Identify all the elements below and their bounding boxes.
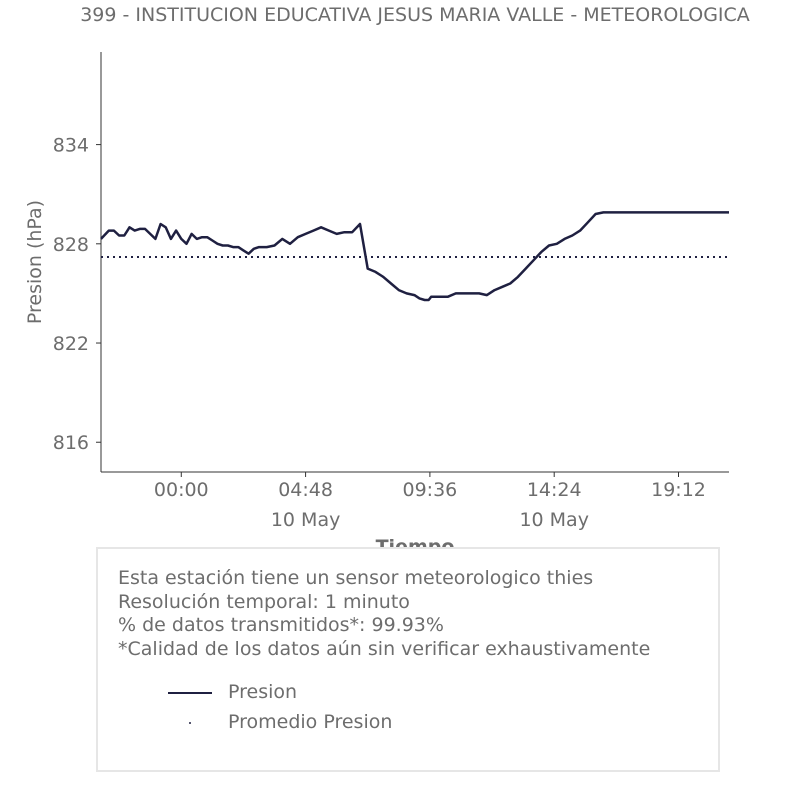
series-line-presion xyxy=(100,211,729,302)
info-box: Esta estación tiene un sensor meteorolog… xyxy=(96,547,720,772)
x-tick-sublabel: 10 May xyxy=(271,509,341,531)
y-tick-label: 834 xyxy=(53,135,89,157)
x-tick-label: 14:24 xyxy=(527,479,582,501)
info-line-resolution: Resolución temporal: 1 minuto xyxy=(118,590,410,613)
info-line-sensor: Esta estación tiene un sensor meteorolog… xyxy=(118,567,594,589)
x-tick-label: 00:00 xyxy=(154,479,209,501)
info-line-quality: *Calidad de los datos aún sin verificar … xyxy=(118,637,651,660)
info-text: Esta estación tiene un sensor meteorolog… xyxy=(118,567,650,661)
y-tick-label: 822 xyxy=(53,333,89,355)
x-tick-label: 09:36 xyxy=(403,479,458,501)
info-line-transmitted: % de datos transmitidos*: 99.93% xyxy=(118,614,444,636)
x-tick-sublabel: 10 May xyxy=(519,509,589,531)
y-axis-label: Presion (hPa) xyxy=(24,200,46,324)
x-tick-label: 04:48 xyxy=(278,479,333,501)
y-tick-label: 828 xyxy=(53,234,89,256)
x-tick-label: 19:12 xyxy=(651,479,706,501)
legend-solid-line-icon xyxy=(168,692,212,694)
legend-dotted-line-icon xyxy=(189,722,191,724)
y-tick-label: 816 xyxy=(53,432,89,454)
chart-title: 399 - INSTITUCION EDUCATIVA JESUS MARIA … xyxy=(80,4,750,26)
legend-label-presion: Presion xyxy=(228,681,298,703)
legend-label-promedio: Promedio Presion xyxy=(228,711,393,733)
